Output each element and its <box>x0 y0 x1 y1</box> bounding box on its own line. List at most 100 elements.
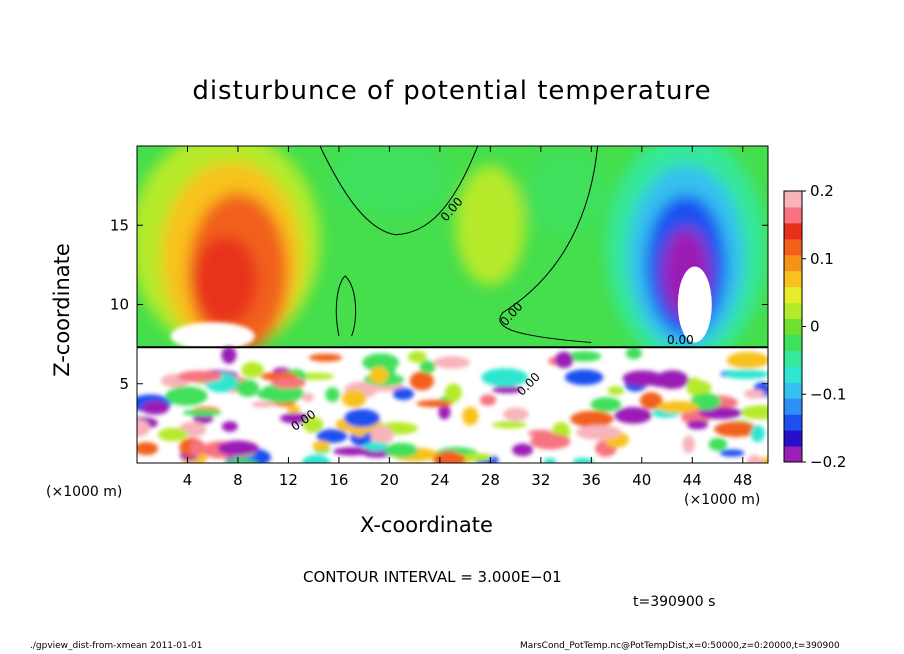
lower-patch <box>433 451 466 463</box>
colorbar-swatch <box>784 206 802 224</box>
lower-patch <box>298 372 335 380</box>
colorbar-tick-label: 0.2 <box>810 182 834 200</box>
lower-patch <box>176 370 223 383</box>
lower-patch <box>463 453 493 462</box>
lower-patch <box>554 351 574 369</box>
lower-patch <box>503 407 529 422</box>
y-tick-label: 10 <box>110 296 129 314</box>
lower-patch <box>223 459 259 463</box>
lower-patch <box>690 393 721 410</box>
lower-patch <box>165 386 208 406</box>
colorbar-swatch <box>784 238 802 256</box>
blob-warm-core <box>193 235 258 326</box>
blob-cyan-top <box>329 146 450 218</box>
x-tick-label: 36 <box>582 471 601 489</box>
colorbar-tick-label: 0.1 <box>810 250 834 268</box>
lower-patch <box>687 420 708 430</box>
colorbar-swatch <box>784 414 802 431</box>
colorbar-swatch <box>784 270 802 288</box>
lower-patch <box>511 443 534 457</box>
time-stamp: t=390900 s <box>633 594 716 610</box>
lower-patch <box>137 419 150 437</box>
lower-patch <box>241 361 264 378</box>
colorbar-swatch <box>784 382 802 399</box>
lower-patch <box>607 386 625 396</box>
colorbar-tick-label: 0 <box>810 318 820 336</box>
colorbar-swatch <box>784 334 802 351</box>
lower-patch <box>344 409 380 428</box>
lower-patch <box>301 454 331 463</box>
lower-patch <box>572 457 594 463</box>
lower-patch <box>182 409 222 417</box>
heatmap-field: 0.000.000.000.000.00 <box>137 146 768 463</box>
lower-region <box>137 346 768 463</box>
blob-cyan-right <box>526 148 607 239</box>
lower-patch <box>462 406 479 426</box>
lower-patch <box>575 424 622 440</box>
colorbar-swatch <box>784 222 802 240</box>
lower-patch <box>564 369 604 386</box>
lower-patch <box>221 346 237 364</box>
lower-patch <box>308 353 343 362</box>
lower-patch <box>719 449 745 457</box>
lower-patch <box>312 440 330 451</box>
lower-patch <box>302 416 324 433</box>
lower-patch <box>369 366 389 384</box>
lower-patch <box>657 401 698 413</box>
lower-patch <box>190 439 203 457</box>
lower-patch <box>723 369 768 379</box>
lower-patch <box>444 383 462 403</box>
lower-patch <box>433 356 470 369</box>
x-tick-label: 40 <box>632 471 651 489</box>
contour-label: 0.00 <box>667 333 694 347</box>
lower-patch <box>543 457 557 463</box>
footer-data-source: MarsCond_PotTemp.nc@PotTempDist,x=0:5000… <box>520 641 840 651</box>
x-tick-label: 4 <box>183 471 193 489</box>
contour-line-bubble <box>335 275 357 337</box>
y-tick-label: 5 <box>119 375 129 393</box>
lower-patch <box>370 425 394 445</box>
lower-patch <box>682 435 695 454</box>
chart-title: disturbunce of potential temperature <box>192 76 712 106</box>
x-tick-label: 20 <box>380 471 399 489</box>
colorbar: 0.2 0.1 0 −0.1 −0.2 <box>783 182 846 471</box>
lower-patch <box>362 353 400 372</box>
x-unit-label-right: (×1000 m) <box>684 492 761 508</box>
lower-patch <box>570 410 614 428</box>
lower-patch <box>530 433 571 450</box>
x-tick-label: 44 <box>683 471 702 489</box>
lower-patch <box>301 392 314 403</box>
y-tick-label: 15 <box>110 216 129 234</box>
lower-patch <box>492 386 522 394</box>
lower-patch <box>236 379 260 397</box>
colorbar-swatch <box>784 254 802 272</box>
x-tick-label: 8 <box>233 471 243 489</box>
contour-line-top <box>319 146 479 236</box>
colorbar-tick-label: −0.2 <box>810 453 846 471</box>
lower-patch <box>726 351 768 369</box>
lower-patch <box>333 447 370 456</box>
lower-patch <box>760 456 768 463</box>
lower-patch <box>157 427 188 442</box>
lower-patch <box>639 392 663 410</box>
lower-patch <box>479 394 497 406</box>
x-unit-label-left: (×1000 m) <box>46 484 123 500</box>
lower-patch <box>416 399 453 408</box>
x-axis: 4 8 12 16 20 24 28 32 36 40 44 48 <box>183 146 752 489</box>
lower-patch <box>316 429 348 444</box>
lower-patch <box>481 368 529 387</box>
lower-patch <box>221 421 238 432</box>
x-tick-label: 32 <box>531 471 550 489</box>
lower-patch <box>251 401 275 408</box>
lower-patch <box>325 387 340 403</box>
lower-patch <box>714 421 758 437</box>
lower-patch <box>385 442 418 458</box>
blob-lime-mid <box>455 165 526 286</box>
lower-blobs <box>137 346 768 463</box>
colorbar-swatch <box>784 430 802 447</box>
x-tick-label: 28 <box>481 471 500 489</box>
colorbar-swatch <box>784 318 802 335</box>
lower-patch <box>686 380 712 397</box>
x-tick-label: 16 <box>329 471 348 489</box>
